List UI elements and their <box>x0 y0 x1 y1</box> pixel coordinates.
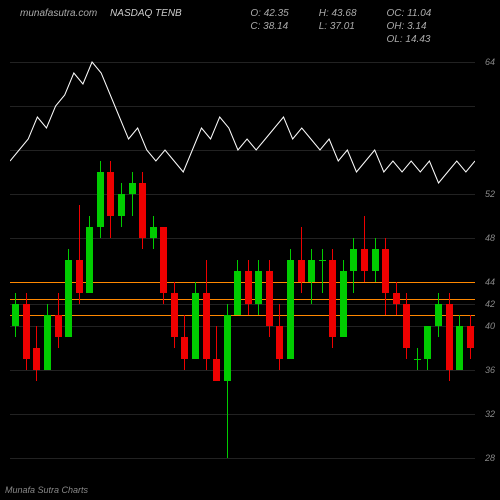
ticker-label: NASDAQ TENB <box>110 8 182 19</box>
ohlc-c: C: 38.14 <box>250 21 288 32</box>
y-axis-label: 40 <box>485 321 495 331</box>
y-axis-label: 44 <box>485 277 495 287</box>
source-label: munafasutra.com <box>20 8 97 19</box>
price-chart[interactable]: 283236404244485264 <box>10 40 475 480</box>
y-axis-label: 32 <box>485 409 495 419</box>
y-axis-label: 42 <box>485 299 495 309</box>
y-axis-label: 64 <box>485 57 495 67</box>
indicator-line <box>10 40 475 480</box>
y-axis-label: 48 <box>485 233 495 243</box>
ohlc-h: H: 43.68 <box>319 8 357 19</box>
ohlc-l: L: 37.01 <box>319 21 357 32</box>
y-axis-label: 36 <box>485 365 495 375</box>
y-axis-label: 28 <box>485 453 495 463</box>
ohlc-o: O: 42.35 <box>250 8 288 19</box>
ohlc-oh: OH: 3.14 <box>387 21 432 32</box>
watermark: Munafa Sutra Charts <box>5 485 88 495</box>
y-axis-label: 52 <box>485 189 495 199</box>
ohlc-oc: OC: 11.04 <box>387 8 432 19</box>
